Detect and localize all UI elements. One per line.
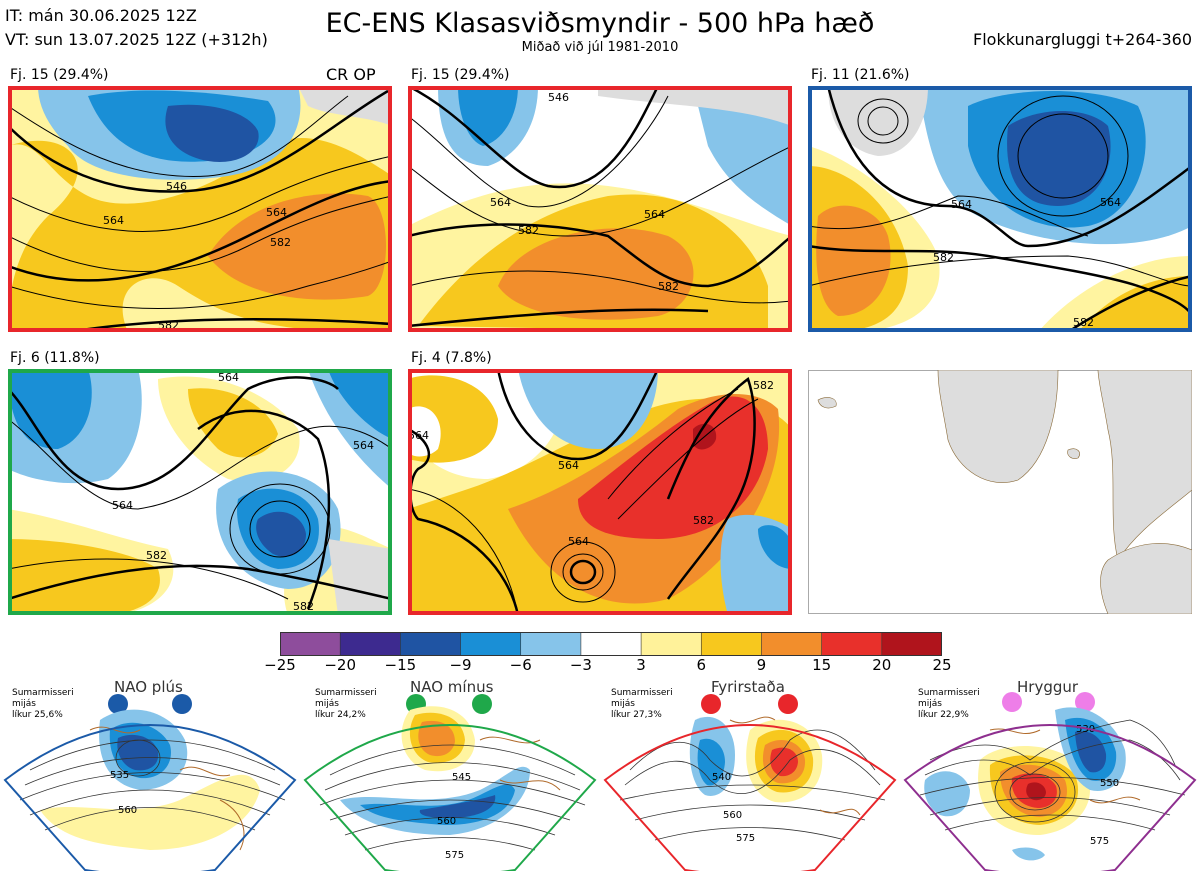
panel-1-label: Fj. 15 (29.4%): [10, 67, 109, 83]
colorbar-swatch: [821, 632, 883, 656]
cluster-map-panel-6-empty: [808, 370, 1192, 614]
colorbar-tick-label: −3: [569, 656, 592, 674]
colorbar-swatch: [580, 632, 642, 656]
regime-2-map: 545 560 575: [303, 706, 597, 871]
panel-2-label: Fj. 15 (29.4%): [411, 67, 510, 83]
colorbar-swatch: [460, 632, 522, 656]
regime-3-info: Sumarmisseri mijás líkur 27,3%: [611, 688, 673, 720]
panel-4-border: [8, 369, 392, 615]
colorbar-swatch: [700, 632, 763, 656]
colorbar-tick-label: 20: [872, 656, 892, 674]
colorbar-swatch: [520, 632, 582, 656]
panel-1-border: [8, 86, 392, 332]
colorbar-tick-label: 25: [932, 656, 952, 674]
regime-3-contour-label: 560: [723, 810, 742, 821]
cluster-map-panel-5: 564 564 582 582 564: [408, 369, 792, 615]
colorbar-swatch: [881, 632, 942, 656]
regime-1-contour-label: 560: [118, 805, 137, 816]
panel-5-label: Fj. 4 (7.8%): [411, 350, 492, 366]
panel-4-contour-label: 564: [218, 371, 239, 384]
panel-2-contour-label: 564: [490, 196, 511, 209]
colorbar-tick-label: 6: [696, 656, 707, 674]
panel-2-contour-label: 582: [658, 280, 679, 293]
regime-2-dot-right: [472, 694, 492, 714]
regime-2-name: NAO mínus: [410, 678, 494, 696]
colorbar: [280, 632, 942, 656]
regime-4-dot-left: [1002, 692, 1022, 712]
colorbar-tick-label: −15: [384, 656, 417, 674]
colorbar-tick-label: −9: [449, 656, 472, 674]
regime-4-map: 530 550 575: [903, 707, 1197, 871]
valid-time: VT: sun 13.07.2025 12Z (+312h): [5, 30, 268, 49]
regime-4-name: Hryggur: [1017, 678, 1079, 696]
regime-1-contour-label: 535: [110, 770, 129, 781]
panel-2-contour-label: 564: [644, 208, 665, 221]
regime-1-name: NAO plús: [114, 678, 183, 696]
cluster-map-panel-4: 564 564 582 582 564: [8, 369, 392, 615]
panel-1-badge: CR OP: [326, 65, 376, 84]
regime-4-info: Sumarmisseri mijás líkur 22,9%: [918, 688, 980, 720]
regime-2-info: Sumarmisseri mijás líkur 24,2%: [315, 688, 377, 720]
colorbar-swatch: [761, 632, 823, 656]
panel-2-contour-label: 582: [518, 224, 539, 237]
panel-2-border: [408, 86, 792, 332]
colorbar-swatch: [400, 632, 462, 656]
regime-2-contour-label: 560: [437, 816, 456, 827]
colorbar-tick-label: 9: [756, 656, 767, 674]
panel-4-contour-label: 582: [293, 600, 314, 613]
regime-3-dot-right: [778, 694, 798, 714]
panel-3-contour-label: 564: [1100, 196, 1121, 209]
panel-1-contour-label: 564: [266, 206, 287, 219]
regime-3-contour-label: 575: [736, 833, 755, 844]
regime-4-contour-label: 530: [1076, 724, 1095, 735]
cluster-map-panel-1: 546 564 582 582 564: [8, 86, 392, 332]
panel-5-border: [408, 369, 792, 615]
panel-5-contour-label: 564: [568, 535, 589, 548]
colorbar-tick-label: −25: [264, 656, 296, 674]
cluster-map-panel-3: 564 582 582 564: [808, 86, 1192, 332]
colorbar-tick-label: 3: [636, 656, 646, 674]
regime-3-contour-label: 540: [712, 772, 731, 783]
page-title: EC-ENS Klasasviðsmyndir - 500 hPa hæð: [325, 8, 875, 39]
colorbar-swatch: [280, 632, 341, 656]
regime-1-info: Sumarmisseri mijás líkur 25,6%: [12, 688, 74, 720]
panel-3-border: [808, 86, 1192, 332]
regime-1-dot-left: [108, 694, 128, 714]
regime-4-contour-label: 575: [1090, 836, 1109, 847]
panel-3-contour-label: 564: [951, 198, 972, 211]
colorbar-tick-label: −20: [324, 656, 356, 674]
regime-1-map: 535 560: [3, 709, 297, 871]
regime-4-contour-label: 550: [1100, 778, 1119, 789]
panel-1-contour-label: 564: [103, 214, 124, 227]
panel-2-contour-label: 546: [548, 91, 569, 104]
colorbar-tick-label: 15: [812, 656, 832, 674]
regime-2-contour-label: 575: [445, 850, 464, 861]
panel-4-contour-label: 564: [353, 439, 374, 452]
panel-4-label: Fj. 6 (11.8%): [10, 350, 100, 366]
regime-2-contour-label: 545: [452, 772, 471, 783]
regime-3-map: 540 560 575: [603, 716, 897, 871]
panel-5-contour-label: 582: [693, 514, 714, 527]
panel-3-label: Fj. 11 (21.6%): [811, 67, 910, 83]
panel-3-contour-label: 582: [1073, 316, 1094, 329]
cluster-window: Flokkunargluggi t+264-360: [973, 30, 1192, 49]
regime-3-dot-left: [701, 694, 721, 714]
panel-1-contour-label: 582: [270, 236, 291, 249]
panel-5-contour-label: 564: [558, 459, 579, 472]
colorbar-swatch: [339, 632, 402, 656]
panel-4-contour-label: 564: [112, 499, 133, 512]
panel-5-contour-label: 564: [408, 429, 429, 442]
panel-1-contour-label: 546: [166, 180, 187, 193]
regime-1-dot-right: [172, 694, 192, 714]
panel-4-contour-label: 582: [146, 549, 167, 562]
panel-5-contour-label: 582: [753, 379, 774, 392]
cluster-map-panel-2: 546 564 582 564 582: [408, 86, 792, 332]
initial-time: IT: mán 30.06.2025 12Z: [5, 6, 197, 25]
colorbar-tick-label: −6: [509, 656, 532, 674]
page-subtitle: Miðað við júl 1981-2010: [521, 40, 679, 55]
regime-3-name: Fyrirstaða: [711, 678, 785, 696]
colorbar-swatch: [640, 632, 703, 656]
panel-3-contour-label: 582: [933, 251, 954, 264]
regime-4-dot-right: [1075, 692, 1095, 712]
